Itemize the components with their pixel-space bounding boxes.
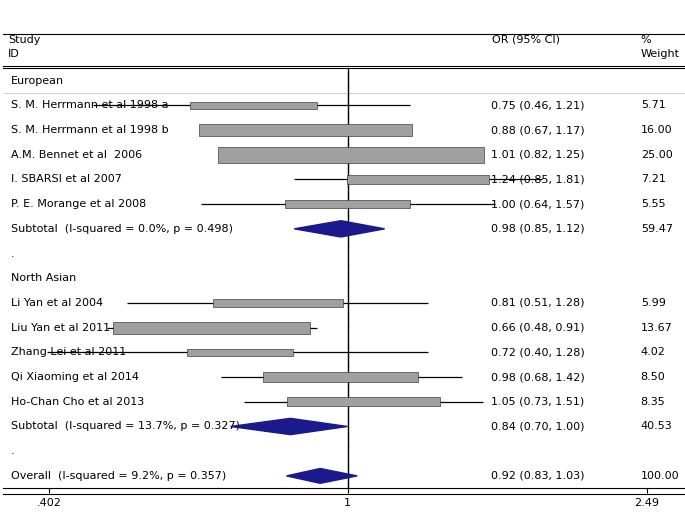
Text: 13.67: 13.67: [640, 323, 673, 333]
Text: S. M. Herrmann et al 1998 b: S. M. Herrmann et al 1998 b: [11, 125, 169, 135]
Text: 0.98 (0.68, 1.42): 0.98 (0.68, 1.42): [490, 372, 584, 382]
Bar: [287, 397, 440, 406]
Polygon shape: [295, 220, 385, 237]
Bar: [199, 124, 412, 136]
Bar: [190, 101, 316, 109]
Text: A.M. Bennet et al  2006: A.M. Bennet et al 2006: [11, 150, 142, 160]
Text: ID: ID: [8, 49, 20, 59]
Text: 59.47: 59.47: [640, 224, 673, 234]
Text: Overall  (I-squared = 9.2%, p = 0.357): Overall (I-squared = 9.2%, p = 0.357): [11, 471, 226, 481]
Text: 0.84 (0.70, 1.00): 0.84 (0.70, 1.00): [490, 422, 584, 432]
Text: 5.99: 5.99: [640, 298, 666, 308]
Text: Zhang Lei et al 2011: Zhang Lei et al 2011: [11, 348, 126, 358]
Bar: [285, 201, 410, 208]
Text: .: .: [11, 248, 14, 258]
Text: 1.00 (0.64, 1.57): 1.00 (0.64, 1.57): [490, 199, 584, 209]
Text: 0.98 (0.85, 1.12): 0.98 (0.85, 1.12): [490, 224, 584, 234]
Text: 5.55: 5.55: [640, 199, 665, 209]
Bar: [186, 349, 293, 355]
Text: 100.00: 100.00: [640, 471, 680, 481]
Text: 0.92 (0.83, 1.03): 0.92 (0.83, 1.03): [490, 471, 584, 481]
Text: OR (95% CI): OR (95% CI): [492, 35, 560, 45]
Polygon shape: [231, 418, 347, 435]
Text: 8.50: 8.50: [640, 372, 665, 382]
Bar: [218, 147, 484, 163]
Text: I. SBARSI et al 2007: I. SBARSI et al 2007: [11, 174, 122, 184]
Text: 0.88 (0.67, 1.17): 0.88 (0.67, 1.17): [490, 125, 584, 135]
Text: 0.72 (0.40, 1.28): 0.72 (0.40, 1.28): [490, 348, 584, 358]
Text: Weight: Weight: [640, 49, 680, 59]
Text: 1.05 (0.73, 1.51): 1.05 (0.73, 1.51): [490, 397, 584, 407]
Text: 5.71: 5.71: [640, 100, 665, 110]
Text: Ho-Chan Cho et al 2013: Ho-Chan Cho et al 2013: [11, 397, 145, 407]
Text: 0.81 (0.51, 1.28): 0.81 (0.51, 1.28): [490, 298, 584, 308]
Text: 16.00: 16.00: [640, 125, 672, 135]
Text: .: .: [11, 446, 14, 456]
Text: Study: Study: [8, 35, 40, 45]
Text: Li Yan et al 2004: Li Yan et al 2004: [11, 298, 103, 308]
Text: Subtotal  (I-squared = 0.0%, p = 0.498): Subtotal (I-squared = 0.0%, p = 0.498): [11, 224, 233, 234]
Text: 25.00: 25.00: [640, 150, 673, 160]
Polygon shape: [286, 468, 357, 484]
Text: %: %: [640, 35, 651, 45]
Bar: [347, 175, 489, 184]
Bar: [113, 322, 310, 333]
Text: 1.01 (0.82, 1.25): 1.01 (0.82, 1.25): [490, 150, 584, 160]
Text: European: European: [11, 76, 64, 86]
Text: 4.02: 4.02: [640, 348, 666, 358]
Text: 0.75 (0.46, 1.21): 0.75 (0.46, 1.21): [490, 100, 584, 110]
Bar: [214, 299, 343, 307]
Text: 7.21: 7.21: [640, 174, 666, 184]
Text: North Asian: North Asian: [11, 273, 76, 284]
Text: P. E. Morange et al 2008: P. E. Morange et al 2008: [11, 199, 146, 209]
Text: Liu Yan et al 2011: Liu Yan et al 2011: [11, 323, 110, 333]
Text: 0.66 (0.48, 0.91): 0.66 (0.48, 0.91): [490, 323, 584, 333]
Text: 8.35: 8.35: [640, 397, 665, 407]
Text: Subtotal  (I-squared = 13.7%, p = 0.327): Subtotal (I-squared = 13.7%, p = 0.327): [11, 422, 240, 432]
Text: Qi Xiaoming et al 2014: Qi Xiaoming et al 2014: [11, 372, 139, 382]
Text: 40.53: 40.53: [640, 422, 673, 432]
Bar: [264, 372, 419, 382]
Text: 1.24 (0.85, 1.81): 1.24 (0.85, 1.81): [490, 174, 584, 184]
Text: S. M. Herrmann et al 1998 a: S. M. Herrmann et al 1998 a: [11, 100, 169, 110]
